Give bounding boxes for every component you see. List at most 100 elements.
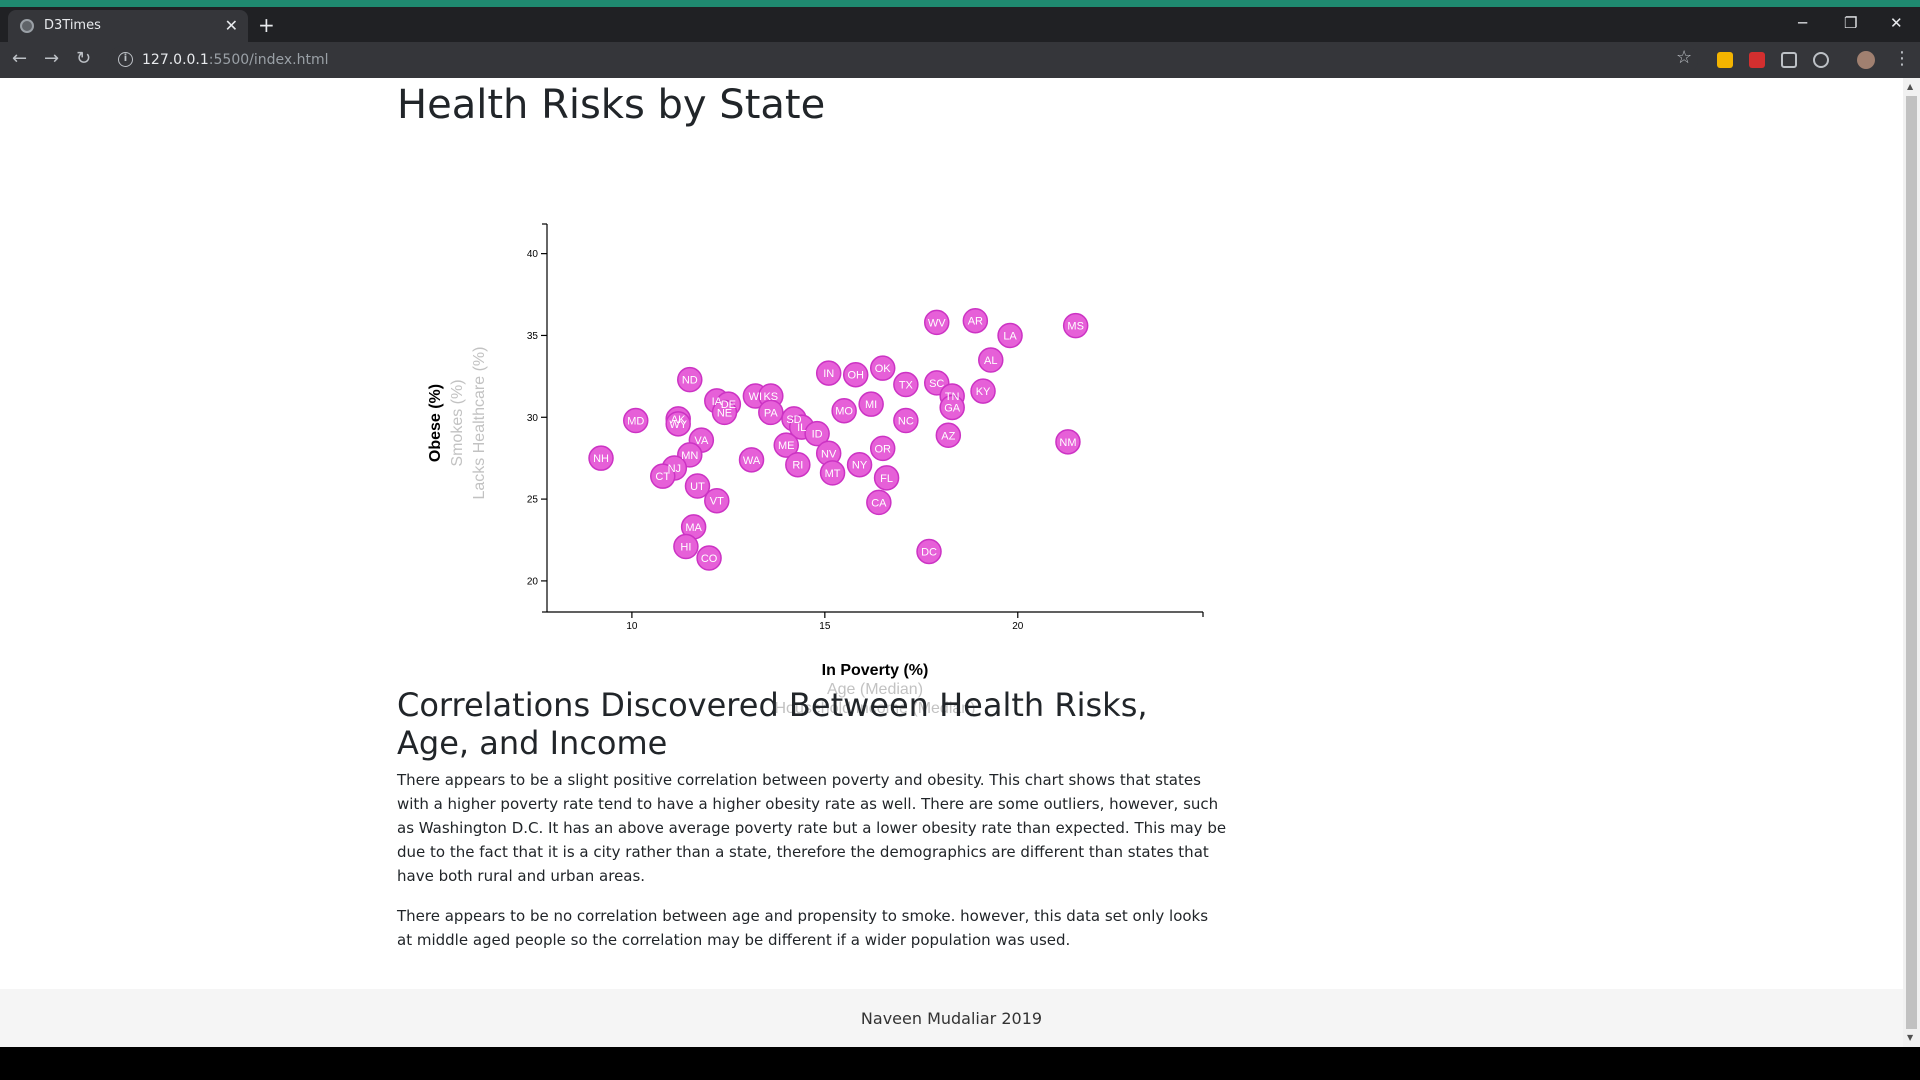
state-label-az: AZ [941, 430, 955, 442]
x-axis-title-option[interactable]: Age (Median) [827, 681, 923, 698]
state-marker-id[interactable] [804, 420, 830, 447]
forward-icon[interactable]: → [44, 48, 60, 69]
y-axis-title-option[interactable]: Smokes (%) [449, 379, 466, 466]
x-axis-title-option[interactable]: In Poverty (%) [822, 662, 929, 679]
site-info-icon[interactable]: i [118, 52, 133, 67]
state-marker-al[interactable] [978, 347, 1004, 373]
state-label-ak: AK [671, 414, 686, 426]
url-text[interactable]: 127.0.0.1:5500/index.html [142, 52, 329, 68]
state-marker-dc[interactable] [916, 538, 942, 565]
scroll-up-icon[interactable]: ▲ [1907, 82, 1914, 91]
state-marker-mi[interactable] [858, 391, 884, 417]
adblock-icon[interactable] [1749, 52, 1765, 68]
browser-tab[interactable]: D3Times ✕ [8, 10, 248, 42]
extension-notes-icon[interactable] [1717, 52, 1733, 68]
state-marker-ga[interactable] [939, 394, 965, 421]
state-marker-ut[interactable] [684, 473, 711, 499]
state-label-co: CO [701, 553, 718, 565]
state-label-ct: CT [655, 471, 670, 483]
state-marker-la[interactable] [997, 322, 1023, 349]
scroll-down-icon[interactable]: ▼ [1907, 1033, 1914, 1042]
restore-icon[interactable]: ❐ [1844, 14, 1858, 32]
avatar[interactable] [1857, 51, 1875, 69]
y-tick-label: 35 [527, 331, 539, 342]
y-axis-title-option[interactable]: Obese (%) [427, 384, 444, 462]
state-label-ca: CA [871, 497, 887, 509]
state-marker-mo[interactable] [831, 397, 857, 424]
pocket-icon[interactable] [1781, 52, 1797, 68]
state-marker-ms[interactable] [1062, 312, 1089, 339]
reload-icon[interactable]: ↻ [76, 48, 92, 69]
new-tab-icon[interactable]: + [258, 13, 275, 37]
state-label-sc: SC [929, 378, 944, 390]
state-marker-or[interactable] [869, 435, 896, 462]
state-label-wi: WI [749, 391, 762, 403]
state-marker-pa[interactable] [758, 399, 784, 426]
minimize-icon[interactable]: ─ [1798, 14, 1808, 32]
bookmark-star-icon[interactable]: ☆ [1676, 47, 1693, 68]
taskbar-strip [0, 1047, 1920, 1080]
state-marker-ok[interactable] [869, 355, 896, 381]
state-marker-ca[interactable] [866, 489, 892, 516]
state-label-ky: KY [976, 386, 991, 398]
y-tick-label: 25 [527, 495, 539, 506]
state-marker-hi[interactable] [673, 533, 699, 560]
state-marker-tx[interactable] [893, 371, 919, 398]
state-marker-ny[interactable] [846, 451, 873, 478]
state-label-hi: HI [680, 542, 691, 554]
state-marker-md[interactable] [623, 407, 649, 434]
state-marker-oh[interactable] [842, 361, 869, 388]
state-label-il: IL [797, 422, 806, 434]
state-marker-nc[interactable] [893, 407, 919, 434]
state-marker-ar[interactable] [962, 307, 989, 334]
state-label-or: OR [874, 443, 891, 455]
menu-kebab-icon[interactable]: ⋮ [1893, 48, 1911, 69]
state-marker-nm[interactable] [1055, 429, 1081, 455]
x-axis-title-option[interactable]: Household Income (Median) [775, 700, 976, 717]
state-marker-nd[interactable] [677, 366, 703, 393]
address-bar[interactable]: i 127.0.0.1:5500/index.html [108, 46, 1698, 74]
state-label-de: DE [721, 399, 736, 411]
state-label-fl: FL [880, 473, 893, 485]
back-icon[interactable]: ← [12, 48, 28, 69]
close-window-icon[interactable]: ✕ [1890, 14, 1903, 32]
paragraph-poverty-obesity: There appears to be a slight positive co… [397, 771, 1227, 885]
state-marker-ct[interactable] [650, 463, 676, 489]
state-marker-wa[interactable] [738, 447, 765, 473]
state-label-ks: KS [763, 391, 778, 403]
state-label-nd: ND [682, 375, 698, 387]
state-label-ok: OK [875, 363, 892, 375]
state-marker-me[interactable] [773, 432, 799, 458]
state-label-mo: MO [835, 406, 853, 418]
y-axis-title-option[interactable]: Lacks Healthcare (%) [471, 347, 488, 500]
state-marker-wv[interactable] [923, 309, 950, 336]
state-marker-co[interactable] [696, 545, 722, 571]
state-label-va: VA [694, 435, 709, 447]
state-label-ms: MS [1067, 321, 1084, 333]
state-label-ar: AR [968, 316, 983, 328]
state-label-oh: OH [847, 370, 864, 382]
y-tick-label: 20 [527, 576, 539, 587]
browser-toolbar: ← → ↻ i 127.0.0.1:5500/index.html ☆ ⋮ [0, 42, 1920, 78]
window-accent-strip [0, 0, 1920, 7]
state-marker-vt[interactable] [704, 487, 730, 514]
state-label-nc: NC [898, 416, 914, 428]
state-marker-ky[interactable] [970, 378, 996, 404]
state-marker-wy[interactable] [665, 411, 691, 437]
state-marker-mt[interactable] [819, 460, 846, 486]
close-tab-icon[interactable]: ✕ [224, 16, 238, 35]
state-marker-az[interactable] [935, 422, 962, 449]
state-marker-fl[interactable] [873, 465, 900, 491]
scrollbar-thumb[interactable] [1906, 96, 1917, 1029]
extension-download-icon[interactable] [1813, 52, 1829, 68]
state-marker-in[interactable] [815, 360, 842, 386]
globe-icon [20, 19, 34, 33]
state-label-nj: NJ [668, 463, 681, 475]
state-marker-ne[interactable] [711, 399, 738, 426]
state-label-mn: MN [681, 450, 698, 462]
state-marker-ri[interactable] [785, 451, 811, 478]
vertical-scrollbar[interactable]: ▲ ▼ [1903, 78, 1920, 1047]
y-tick-label: 30 [527, 413, 539, 424]
state-label-in: IN [823, 368, 834, 380]
state-marker-nh[interactable] [588, 445, 614, 471]
